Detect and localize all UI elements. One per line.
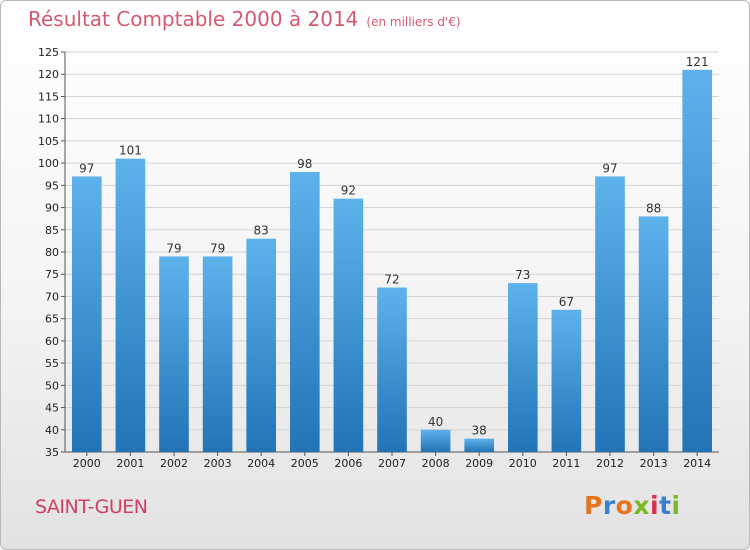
y-tick-label: 60 (45, 335, 59, 348)
x-tick-label: 2007 (378, 457, 406, 470)
bar-value-label: 121 (686, 55, 709, 69)
logo-letter: i (650, 491, 660, 520)
bar-value-label: 79 (210, 241, 225, 255)
y-tick-label: 110 (38, 113, 59, 126)
y-tick-label: 105 (38, 135, 59, 148)
bar-value-label: 88 (646, 201, 661, 215)
bar (551, 309, 582, 452)
y-tick-label: 115 (38, 90, 59, 103)
logo-letter: o (615, 491, 634, 520)
bar-value-label: 83 (254, 224, 269, 238)
logo-letter: r (602, 491, 616, 520)
bar-value-label: 98 (297, 157, 312, 171)
bar (202, 256, 233, 452)
x-tick-label: 2011 (552, 457, 580, 470)
y-tick-label: 70 (45, 290, 59, 303)
bar-value-label: 97 (79, 161, 94, 175)
y-tick-label: 45 (45, 402, 59, 415)
bar (420, 429, 451, 452)
y-tick-label: 65 (45, 313, 59, 326)
x-tick-label: 2005 (291, 457, 319, 470)
bar-value-label: 72 (384, 273, 399, 287)
y-tick-label: 80 (45, 246, 59, 259)
bar-value-label: 40 (428, 415, 443, 429)
chart-title-text: Résultat Comptable 2000 à 2014 (28, 7, 359, 31)
y-tick-label: 90 (45, 202, 59, 215)
y-tick-label: 95 (45, 179, 59, 192)
y-tick-label: 85 (45, 224, 59, 237)
chart-title: Résultat Comptable 2000 à 2014 (en millie… (28, 7, 461, 31)
bar (595, 176, 625, 452)
x-tick-label: 2006 (334, 457, 362, 470)
x-tick-label: 2004 (247, 457, 275, 470)
y-tick-label: 50 (45, 379, 59, 392)
x-tick-label: 2003 (204, 457, 232, 470)
bar (377, 287, 407, 452)
bar-value-label: 101 (119, 144, 142, 158)
bar-value-label: 79 (166, 241, 181, 255)
bar (115, 158, 146, 452)
bar-value-label: 92 (341, 184, 356, 198)
bar (464, 438, 495, 452)
logo-letter: t (659, 491, 672, 520)
chart-subtitle: (en milliers d'€) (366, 15, 461, 29)
y-tick-label: 55 (45, 357, 59, 370)
x-tick-label: 2008 (422, 457, 450, 470)
bars (71, 69, 713, 453)
y-tick-label: 125 (38, 46, 59, 59)
bar (289, 172, 320, 452)
y-tick-label: 35 (45, 446, 59, 459)
bar-value-label: 38 (472, 424, 487, 438)
bar-value-label: 67 (559, 295, 574, 309)
bar-value-label: 73 (515, 268, 530, 282)
logo-letter: P (584, 491, 603, 520)
x-tick-label: 2002 (160, 457, 188, 470)
y-tick-label: 40 (45, 424, 59, 437)
y-tick-label: 120 (38, 68, 59, 81)
bar (333, 198, 364, 452)
x-tick-label: 2012 (596, 457, 624, 470)
labels: 35 40 45 50 55 60 65 70 75 80 85 90 95 100 105 110 115 12… (38, 46, 711, 470)
logo-letter: i (671, 491, 681, 520)
y-tick-label: 75 (45, 268, 59, 281)
x-tick-label: 2010 (509, 457, 537, 470)
bar (159, 256, 189, 452)
x-tick-label: 2000 (73, 457, 101, 470)
city-name: SAINT-GUEN (35, 496, 148, 518)
bar (246, 238, 277, 452)
x-tick-label: 2001 (116, 457, 144, 470)
bar-value-label: 97 (602, 161, 617, 175)
bar (507, 283, 538, 452)
bar (638, 216, 669, 452)
x-tick-label: 2014 (683, 457, 711, 470)
proxiti-logo[interactable]: Proxiti (584, 491, 681, 520)
bar (682, 69, 713, 453)
x-tick-label: 2009 (465, 457, 493, 470)
y-tick-label: 100 (38, 157, 59, 170)
logo-letter: x (633, 491, 650, 520)
bar (71, 176, 102, 452)
x-tick-label: 2013 (640, 457, 668, 470)
